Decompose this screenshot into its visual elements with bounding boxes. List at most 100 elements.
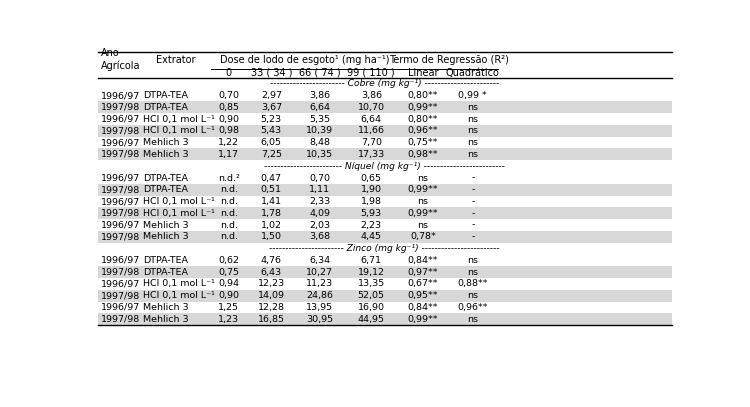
Text: 1997/98: 1997/98 — [100, 150, 140, 159]
Bar — [98, 313, 672, 325]
Text: -: - — [471, 185, 475, 194]
Text: 2,03: 2,03 — [309, 221, 330, 230]
Text: -: - — [471, 173, 475, 182]
Text: 3,86: 3,86 — [309, 91, 330, 100]
Text: ns: ns — [418, 173, 428, 182]
Text: HCl 0,1 mol L⁻¹: HCl 0,1 mol L⁻¹ — [143, 197, 215, 206]
Text: 10,70: 10,70 — [358, 103, 385, 112]
Text: ------------------------ Níquel (mg kg⁻¹) -------------------------: ------------------------ Níquel (mg kg⁻¹… — [264, 162, 505, 171]
Text: 1997/98: 1997/98 — [100, 103, 140, 112]
Text: 0,90: 0,90 — [218, 291, 239, 300]
Text: n.d.²: n.d.² — [218, 173, 240, 182]
Text: -: - — [471, 209, 475, 218]
Text: ----------------------- Zinco (mg kg⁻¹) ------------------------: ----------------------- Zinco (mg kg⁻¹) … — [269, 244, 500, 253]
Text: 0,84**: 0,84** — [408, 303, 438, 312]
Text: 3,68: 3,68 — [309, 232, 330, 241]
Bar — [98, 231, 672, 243]
Text: 4,09: 4,09 — [309, 209, 330, 218]
Text: 1,78: 1,78 — [261, 209, 282, 218]
Text: 0,85: 0,85 — [218, 103, 239, 112]
Text: Mehlich 3: Mehlich 3 — [143, 303, 189, 312]
Text: Mehlich 3: Mehlich 3 — [143, 221, 189, 230]
Text: ns: ns — [467, 115, 478, 124]
Text: ns: ns — [467, 315, 478, 324]
Text: 1,11: 1,11 — [309, 185, 330, 194]
Text: Mehlich 3: Mehlich 3 — [143, 232, 189, 241]
Text: 11,66: 11,66 — [358, 126, 385, 136]
Text: 0,96**: 0,96** — [458, 303, 488, 312]
Text: HCl 0,1 mol L⁻¹: HCl 0,1 mol L⁻¹ — [143, 280, 215, 289]
Text: 1996/97: 1996/97 — [100, 173, 140, 182]
Text: ns: ns — [467, 256, 478, 265]
Text: Extrator: Extrator — [156, 55, 196, 65]
Text: 3,67: 3,67 — [261, 103, 282, 112]
Text: n.d.: n.d. — [220, 232, 238, 241]
Text: 2,97: 2,97 — [261, 91, 282, 100]
Text: 1996/97: 1996/97 — [100, 303, 140, 312]
Text: 1,90: 1,90 — [361, 185, 382, 194]
Text: 0,80**: 0,80** — [408, 115, 438, 124]
Bar — [98, 196, 672, 208]
Text: 4,45: 4,45 — [361, 232, 382, 241]
Bar — [98, 125, 672, 137]
Text: ns: ns — [467, 126, 478, 136]
Text: 0,98: 0,98 — [218, 126, 239, 136]
Text: -: - — [471, 197, 475, 206]
Text: 0,96**: 0,96** — [408, 126, 438, 136]
Text: Dose de lodo de esgoto¹ (mg ha⁻¹): Dose de lodo de esgoto¹ (mg ha⁻¹) — [220, 55, 389, 65]
Bar — [98, 208, 672, 219]
Text: 0,75: 0,75 — [218, 268, 239, 277]
Text: 6,64: 6,64 — [309, 103, 330, 112]
Text: -: - — [471, 221, 475, 230]
Text: 1997/98: 1997/98 — [100, 268, 140, 277]
Bar — [98, 255, 672, 266]
Text: 99 ( 110 ): 99 ( 110 ) — [347, 68, 395, 78]
Bar — [98, 243, 672, 255]
Text: 1997/98: 1997/98 — [100, 126, 140, 136]
Text: HCl 0,1 mol L⁻¹: HCl 0,1 mol L⁻¹ — [143, 209, 215, 218]
Text: 30,95: 30,95 — [306, 315, 333, 324]
Text: 1,98: 1,98 — [361, 197, 382, 206]
Text: 5,93: 5,93 — [361, 209, 382, 218]
Text: ns: ns — [467, 138, 478, 147]
Bar — [98, 184, 672, 196]
Text: 12,28: 12,28 — [258, 303, 285, 312]
Text: 0,80**: 0,80** — [408, 91, 438, 100]
Text: 17,33: 17,33 — [358, 150, 385, 159]
Text: Ano
Agrícola: Ano Agrícola — [100, 48, 140, 72]
Text: 33 ( 34 ): 33 ( 34 ) — [251, 68, 292, 78]
Text: DTPA-TEA: DTPA-TEA — [143, 173, 188, 182]
Text: ns: ns — [467, 103, 478, 112]
Text: -: - — [471, 232, 475, 241]
Text: HCl 0,1 mol L⁻¹: HCl 0,1 mol L⁻¹ — [143, 115, 215, 124]
Text: ns: ns — [418, 197, 428, 206]
Bar — [98, 302, 672, 313]
Text: 7,25: 7,25 — [261, 150, 282, 159]
Text: 1,22: 1,22 — [218, 138, 239, 147]
Bar — [98, 160, 672, 172]
Text: 1,25: 1,25 — [218, 303, 239, 312]
Text: 0,94: 0,94 — [218, 280, 239, 289]
Bar — [98, 172, 672, 184]
Text: Mehlich 3: Mehlich 3 — [143, 138, 189, 147]
Text: 7,70: 7,70 — [361, 138, 382, 147]
Bar — [98, 290, 672, 302]
Text: 0,70: 0,70 — [218, 91, 239, 100]
Text: 1997/98: 1997/98 — [100, 209, 140, 218]
Text: n.d.: n.d. — [220, 185, 238, 194]
Text: 4,76: 4,76 — [261, 256, 282, 265]
Text: ns: ns — [467, 291, 478, 300]
Text: 11,23: 11,23 — [306, 280, 333, 289]
Text: 6,71: 6,71 — [361, 256, 382, 265]
Text: 1997/98: 1997/98 — [100, 185, 140, 194]
Text: 52,05: 52,05 — [358, 291, 385, 300]
Text: 66 ( 74 ): 66 ( 74 ) — [298, 68, 340, 78]
Text: 5,43: 5,43 — [261, 126, 282, 136]
Text: DTPA-TEA: DTPA-TEA — [143, 185, 188, 194]
Text: HCl 0,1 mol L⁻¹: HCl 0,1 mol L⁻¹ — [143, 291, 215, 300]
Text: Mehlich 3: Mehlich 3 — [143, 150, 189, 159]
Bar — [98, 101, 672, 113]
Text: 0,99 *: 0,99 * — [458, 91, 487, 100]
Text: 6,05: 6,05 — [261, 138, 282, 147]
Text: 0,99**: 0,99** — [408, 209, 438, 218]
